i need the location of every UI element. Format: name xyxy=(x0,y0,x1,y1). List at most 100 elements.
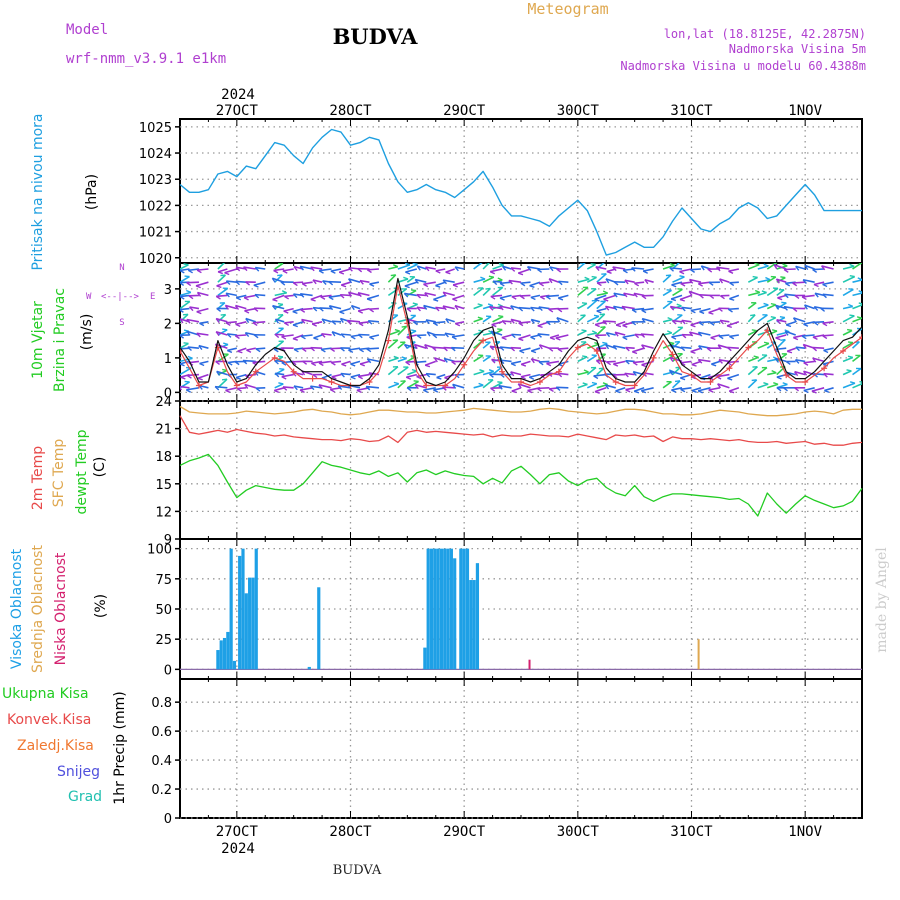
clouds-ytick-label-1: 25 xyxy=(155,633,172,648)
wind-arrow xyxy=(433,294,446,301)
wind-arrow xyxy=(549,334,560,339)
wind-arrow xyxy=(775,334,787,339)
panel-clouds: 0 25 50 75 100 xyxy=(147,538,863,680)
wind-gust-marker xyxy=(461,361,468,368)
side-labels: Ukupna Kisa Konvek.Kisa Zaledj.Kisa Snijeg G… xyxy=(2,113,128,805)
wind-arrow xyxy=(217,313,227,323)
wind-arrow-head xyxy=(499,346,505,351)
wind-arrow xyxy=(310,385,323,389)
wind-arrow-head xyxy=(394,328,400,332)
wind-arrow xyxy=(357,292,370,297)
wind-arrow-head xyxy=(794,359,800,364)
wind-gust-marker xyxy=(840,347,847,354)
wind-arrow-head xyxy=(773,381,779,385)
wind-arrow-head xyxy=(357,268,363,273)
wind-arrow-head xyxy=(185,366,192,369)
wind-arrow xyxy=(227,347,238,352)
wind-arrow-head xyxy=(498,314,504,318)
wind-arrow-head xyxy=(688,291,693,296)
wind-arrow xyxy=(670,305,683,310)
wind-arrow xyxy=(689,278,702,283)
wind-arrow xyxy=(596,313,606,323)
wind-arrow xyxy=(672,380,681,389)
wind-arrow-head xyxy=(489,373,494,378)
cloud-bar-high xyxy=(433,548,437,670)
wind-arrow xyxy=(347,319,361,323)
wind-arrow-head xyxy=(690,351,696,354)
wind-arrow-head xyxy=(186,289,192,293)
bottom-date-label-2: 29OCT xyxy=(443,824,486,840)
wind-arrow xyxy=(586,382,598,389)
wind-arrow xyxy=(842,265,855,270)
wind-arrow-head xyxy=(775,337,781,341)
wind-arrow-head xyxy=(508,280,513,285)
wind-gust-marker xyxy=(802,379,809,386)
wind-arrow xyxy=(577,330,587,336)
cloud-bar-high xyxy=(475,563,480,670)
wind-arrow xyxy=(538,306,550,310)
wind-arrow-head xyxy=(215,318,220,323)
wind-arrow-head xyxy=(186,374,192,379)
wind-gust-marker xyxy=(574,344,581,351)
wind-arrow-head xyxy=(697,283,704,287)
wind-arrow-head xyxy=(666,289,672,292)
wind-ytick-label-1: 1 xyxy=(164,352,172,367)
wind-arrow-head xyxy=(442,305,447,311)
wind-arrow xyxy=(253,281,266,286)
cloud-bar-high xyxy=(439,548,444,670)
wind-arrow-head xyxy=(847,303,854,308)
wind-gust-marker xyxy=(480,337,487,344)
wind-arrow xyxy=(669,370,683,376)
wind-arrow xyxy=(518,334,531,340)
wind-arrow-head xyxy=(216,285,222,289)
wind-arrow-head xyxy=(719,319,725,325)
wind-arrow-head xyxy=(773,264,778,270)
wind-arrow xyxy=(397,357,407,363)
wind-arrow xyxy=(784,330,796,336)
wind-arrow-head xyxy=(594,334,600,339)
wind-arrow xyxy=(596,300,606,310)
wind-arrow xyxy=(625,359,635,363)
bottom-date-label-3: 30OCT xyxy=(557,824,600,840)
wind-arrow xyxy=(596,292,608,297)
wind-arrow-head xyxy=(423,283,429,288)
wind-arrow xyxy=(786,321,796,326)
cloud-bar-high xyxy=(436,548,440,670)
wind-arrow-head xyxy=(180,363,185,367)
wind-arrow-head xyxy=(253,307,259,312)
wind-arrow-head xyxy=(235,297,242,301)
wind-arrow xyxy=(539,281,550,285)
wind-arrow-head xyxy=(556,317,561,323)
wind-arrow-head xyxy=(634,282,640,287)
wind-arrow-head xyxy=(770,302,776,306)
wind-arrow-head xyxy=(245,281,251,286)
wind-arrow xyxy=(803,360,815,364)
wind-arrow-head xyxy=(605,332,611,338)
wind-arrow xyxy=(726,321,740,327)
wind-arrow xyxy=(711,360,721,365)
wind-arrow-head xyxy=(412,302,418,305)
cloud-bar-high xyxy=(472,580,476,670)
pressure-ytick-label-0: 1020 xyxy=(139,252,172,267)
wind-arrow-head xyxy=(433,357,438,363)
wind-arrow xyxy=(320,347,332,351)
wind-arrow-head xyxy=(538,306,543,312)
wind-arrow-head xyxy=(217,271,224,275)
wind-arrow xyxy=(842,356,854,363)
wind-arrow xyxy=(433,321,446,324)
wind-arrow-head xyxy=(625,347,630,352)
wind-arrow-head xyxy=(849,263,855,267)
wind-arrow-head xyxy=(340,333,346,338)
wind-arrow-head xyxy=(632,371,637,377)
wind-arrow xyxy=(359,279,370,283)
wind-arrow xyxy=(587,332,597,336)
wind-arrow-head xyxy=(763,381,769,385)
wind-arrow-head xyxy=(590,263,596,266)
wind-arrow-head xyxy=(717,383,722,389)
wind-arrow-head xyxy=(224,272,230,276)
wind-arrow-head xyxy=(216,307,222,313)
wind-arrow-head xyxy=(632,361,638,366)
wind-arrow-head xyxy=(727,308,733,313)
wind-arrow-head xyxy=(277,302,284,306)
wind-arrow-head xyxy=(292,310,298,315)
